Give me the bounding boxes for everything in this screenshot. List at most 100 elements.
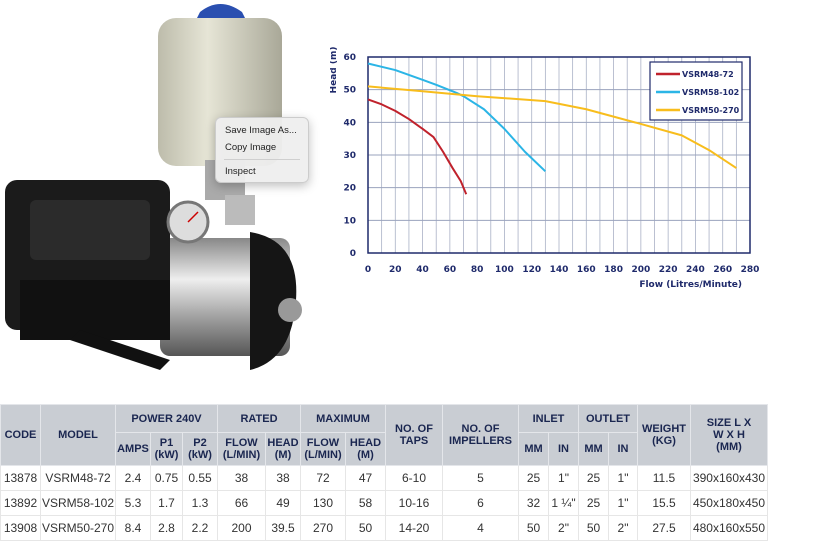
tank-cap — [196, 4, 246, 20]
header-inlet-mm: MM — [518, 432, 549, 466]
header-model: MODEL — [40, 404, 116, 466]
header-max-head: HEAD (M) — [345, 432, 386, 466]
table-cell: 2" — [548, 515, 579, 541]
header-p1: P1 (kW) — [150, 432, 183, 466]
x-tick-label: 160 — [577, 265, 596, 275]
table-cell: 5 — [442, 465, 519, 491]
table-cell: 32 — [518, 490, 549, 516]
header-outlet-mm: MM — [578, 432, 609, 466]
performance-chart: 0 20 40 60 80 100 120 140 160 180 200 220 240 260 280 0… — [330, 47, 760, 290]
header-outlet-in: IN — [608, 432, 638, 466]
table-cell: 38 — [265, 465, 301, 491]
table-cell: 1.3 — [182, 490, 218, 516]
table-cell: 1 ¼" — [548, 490, 579, 516]
table-cell: 0.75 — [150, 465, 183, 491]
x-tick-label: 100 — [495, 265, 514, 275]
x-axis-label: Flow (Litres/Minute) — [639, 280, 742, 290]
table-cell: 450x180x450 — [690, 490, 768, 516]
header-max-flow: FLOW (L/MIN) — [300, 432, 346, 466]
plot-frame — [367, 56, 751, 254]
table-cell: VSRM48-72 — [40, 465, 116, 491]
y-tick-label: 60 — [343, 53, 356, 63]
table-cell: 38 — [217, 465, 266, 491]
table-row: 13892 VSRM58-102 5.3 1.7 1.3 66 49 130 58 10-16 6 3… — [0, 490, 768, 516]
menu-item-inspect[interactable]: Inspect — [225, 166, 256, 177]
header-rated-flow: FLOW (L/MIN) — [217, 432, 266, 466]
y-tick-label: 40 — [343, 118, 356, 128]
header-inlet-in: IN — [548, 432, 579, 466]
context-menu: Save Image As... Copy Image Inspect — [215, 117, 309, 183]
x-tick-label: 240 — [686, 265, 705, 275]
x-tick-label: 40 — [416, 265, 429, 275]
series-line-vsrm48-72 — [367, 98, 468, 195]
y-tick-label: 30 — [343, 151, 356, 161]
table-cell: 39.5 — [265, 515, 301, 541]
header-amps: AMPS — [115, 432, 151, 466]
table-cell: 8.4 — [115, 515, 151, 541]
table-cell: 15.5 — [637, 490, 691, 516]
x-tick-label: 280 — [741, 265, 760, 275]
table-cell: 130 — [300, 490, 346, 516]
x-tick-label: 120 — [522, 265, 541, 275]
x-tick-label: 220 — [659, 265, 678, 275]
table-cell: 11.5 — [637, 465, 691, 491]
table-cell: 13908 — [0, 515, 41, 541]
x-tick-label: 80 — [471, 265, 484, 275]
header-rated: RATED — [217, 404, 301, 433]
table-cell: 5.3 — [115, 490, 151, 516]
table-cell: 25 — [578, 490, 609, 516]
table-cell: 480x160x550 — [690, 515, 768, 541]
menu-item-copy-image[interactable]: Copy Image — [225, 142, 277, 153]
header-taps: NO. OF TAPS — [385, 404, 443, 466]
table-cell: 2.2 — [182, 515, 218, 541]
legend-label: VSRM50-270 — [682, 106, 740, 115]
table-cell: 6 — [442, 490, 519, 516]
table-cell: 50 — [345, 515, 386, 541]
table-row: 13878 VSRM48-72 2.4 0.75 0.55 38 38 72 47 6-10 5 25… — [0, 465, 768, 491]
table-cell: 66 — [217, 490, 266, 516]
legend-label: VSRM48-72 — [682, 70, 734, 79]
header-power: POWER 240V — [115, 404, 218, 433]
table-cell: 390x160x430 — [690, 465, 768, 491]
table-cell: VSRM58-102 — [40, 490, 116, 516]
table-cell: 25 — [578, 465, 609, 491]
table-cell: 6-10 — [385, 465, 443, 491]
header-code: CODE — [0, 404, 41, 466]
table-cell: 72 — [300, 465, 346, 491]
x-tick-label: 140 — [550, 265, 569, 275]
table-cell: 50 — [578, 515, 609, 541]
series-line-vsrm50-270 — [367, 85, 737, 169]
table-cell: VSRM50-270 — [40, 515, 116, 541]
table-cell: 2.4 — [115, 465, 151, 491]
table-cell: 13878 — [0, 465, 41, 491]
x-tick-label: 180 — [604, 265, 623, 275]
menu-item-save-image-as[interactable]: Save Image As... — [225, 125, 297, 136]
table-cell: 50 — [518, 515, 549, 541]
table-cell: 14-20 — [385, 515, 443, 541]
header-p2: P2 (kW) — [182, 432, 218, 466]
pump-product-image — [5, 4, 302, 370]
table-cell: 10-16 — [385, 490, 443, 516]
x-tick-label: 20 — [389, 265, 402, 275]
y-axis-label: Head (m) — [330, 47, 339, 94]
y-tick-label: 10 — [343, 216, 356, 226]
x-tick-label: 60 — [444, 265, 457, 275]
legend-label: VSRM58-102 — [682, 88, 739, 97]
table-cell: 1.7 — [150, 490, 183, 516]
header-impellers: NO. OF IMPELLERS — [442, 404, 519, 466]
x-tick-label: 200 — [631, 265, 650, 275]
table-row: 13908 VSRM50-270 8.4 2.8 2.2 200 39.5 270 50 14-2… — [0, 515, 768, 541]
header-rated-head: HEAD (M) — [265, 432, 301, 466]
table-cell: 2.8 — [150, 515, 183, 541]
table-cell: 0.55 — [182, 465, 218, 491]
table-cell: 25 — [518, 465, 549, 491]
header-weight: WEIGHT (KG) — [637, 404, 691, 466]
table-cell: 270 — [300, 515, 346, 541]
spec-table: CODE MODEL POWER 240V RATED MAXIMUM NO. … — [0, 404, 768, 541]
table-cell: 4 — [442, 515, 519, 541]
menu-separator — [224, 159, 300, 160]
table-cell: 58 — [345, 490, 386, 516]
header-outlet: OUTLET — [578, 404, 638, 433]
y-tick-label: 20 — [343, 184, 356, 194]
table-cell: 200 — [217, 515, 266, 541]
